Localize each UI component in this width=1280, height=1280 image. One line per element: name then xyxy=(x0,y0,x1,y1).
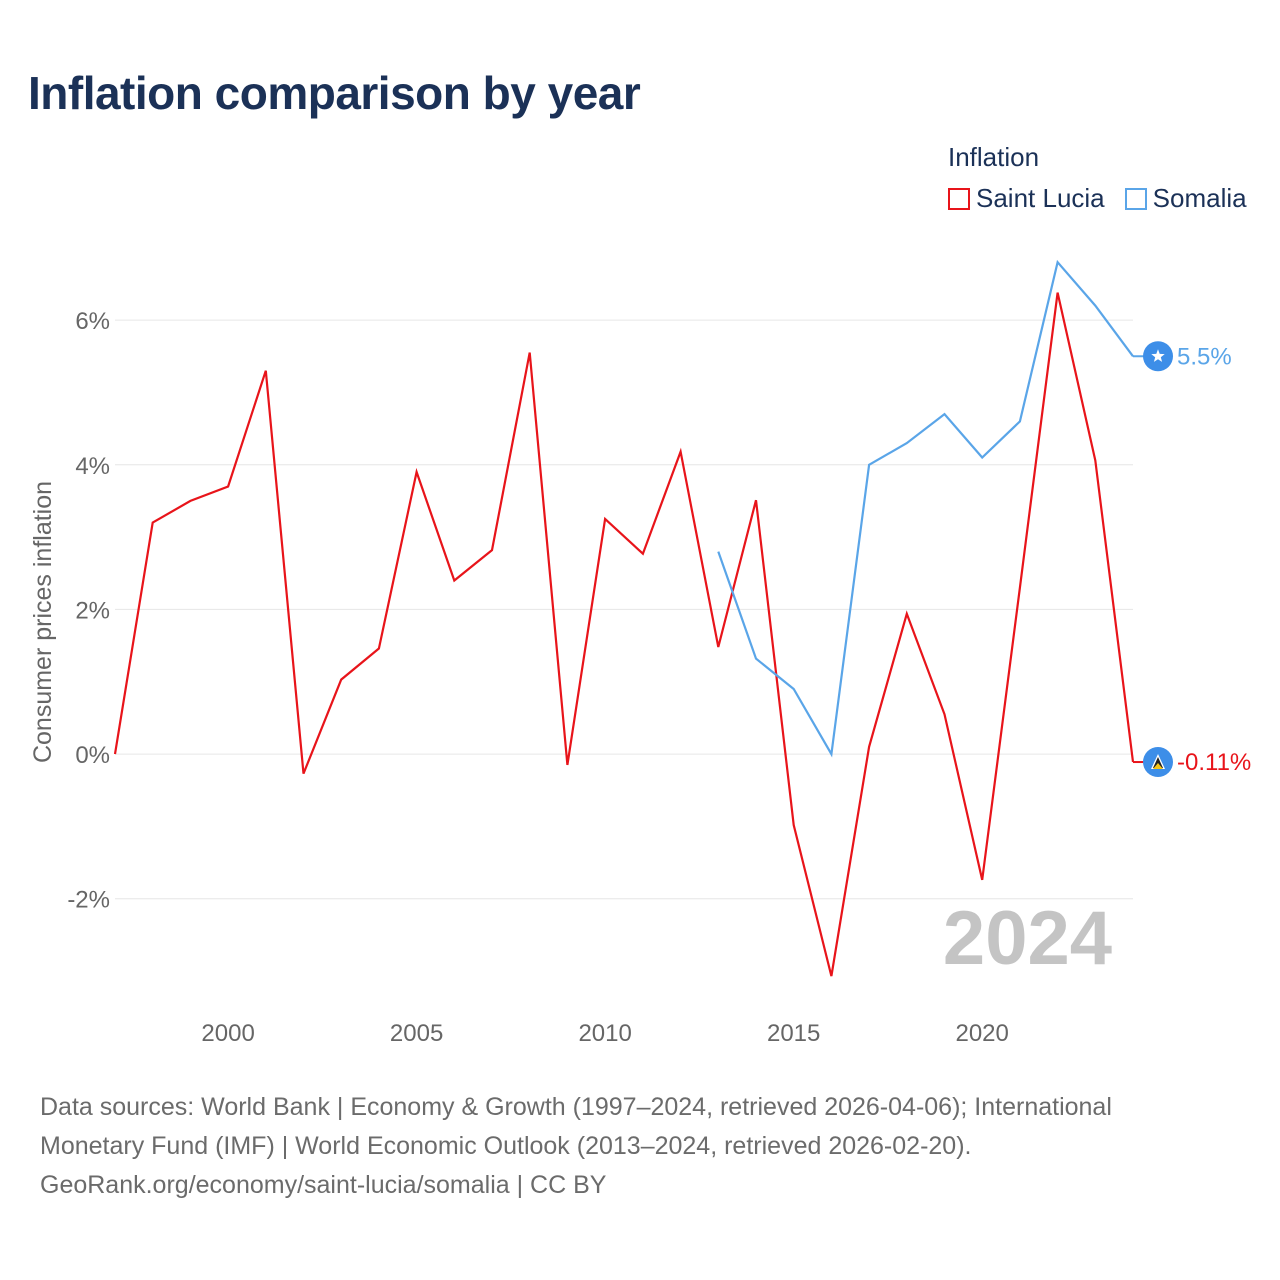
y-tick-label: 0% xyxy=(75,742,110,769)
y-tick-label: 2% xyxy=(75,597,110,624)
footer-line: Monetary Fund (IMF) | World Economic Out… xyxy=(40,1132,972,1160)
somalia-swatch-icon xyxy=(1124,187,1147,210)
saint-lucia-swatch-icon xyxy=(948,187,970,210)
x-tick-label: 2010 xyxy=(578,1020,631,1047)
triangle-icon xyxy=(1153,763,1163,770)
legend-item-saint-lucia[interactable]: Saint Lucia xyxy=(948,183,1105,214)
end-value-label: -0.11% xyxy=(1177,749,1251,776)
series-line-somalia xyxy=(717,259,1134,758)
footer-sources: Data sources: World Bank | Economy & Gro… xyxy=(40,1088,1240,1205)
year-watermark: 2024 xyxy=(943,896,1112,981)
x-tick-label: 2020 xyxy=(955,1020,1008,1047)
legend: Inflation Saint Lucia Somalia xyxy=(948,142,1247,214)
x-tick-label: 2000 xyxy=(201,1020,254,1047)
y-tick-label: 4% xyxy=(75,453,110,480)
legend-title: Inflation xyxy=(948,142,1040,172)
star-icon xyxy=(1151,349,1165,362)
x-tick-label: 2005 xyxy=(390,1020,443,1047)
footer-line: Data sources: World Bank | Economy & Gro… xyxy=(40,1093,1112,1121)
y-tick-label: -2% xyxy=(67,887,110,914)
x-tick-label: 2015 xyxy=(767,1020,820,1047)
y-axis-label: Consumer prices inflation xyxy=(29,481,57,763)
y-tick-label: 6% xyxy=(75,308,110,335)
end-value-label: 5.5% xyxy=(1177,343,1232,370)
legend-item-somalia[interactable]: Somalia xyxy=(1124,183,1247,214)
legend-label-saint-lucia: Saint Lucia xyxy=(976,183,1105,213)
triangle-icon xyxy=(1153,757,1163,769)
footer-link[interactable]: GeoRank.org/economy/saint-lucia/somalia … xyxy=(40,1171,607,1199)
legend-label-somalia: Somalia xyxy=(1152,183,1247,213)
chart-title: Inflation comparison by year xyxy=(28,67,641,119)
series-line-saint-lucia xyxy=(113,292,1135,977)
